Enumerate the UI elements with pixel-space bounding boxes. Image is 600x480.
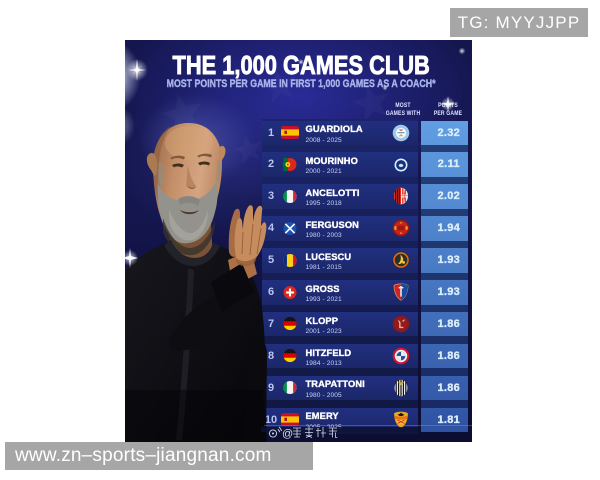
svg-text:@: @ xyxy=(282,428,293,440)
